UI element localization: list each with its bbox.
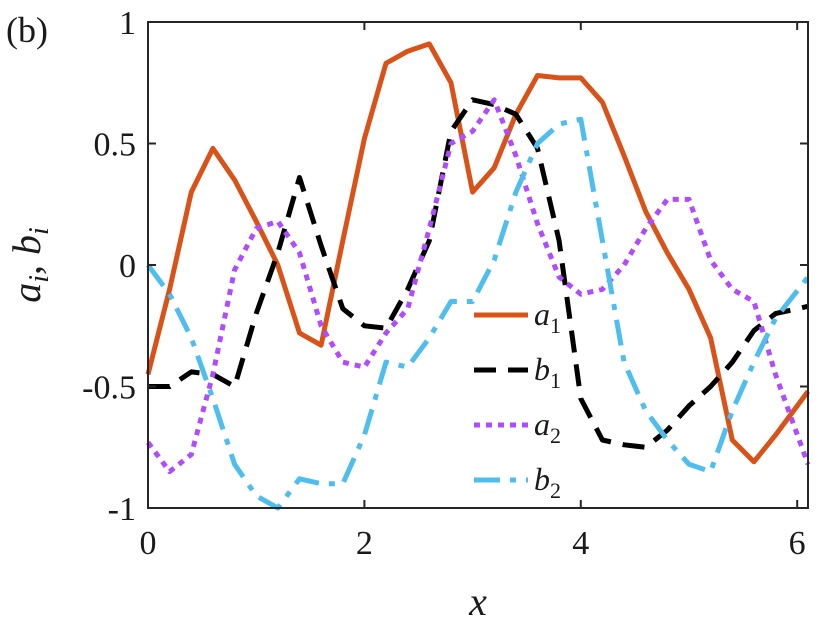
legend-label-b1: b1: [534, 351, 561, 393]
series-layer: [145, 41, 811, 511]
series-line-b2: [145, 116, 810, 511]
x-axis-label: x: [468, 579, 487, 622]
legend-label-a1: a1: [534, 296, 561, 338]
series-line-a1: [145, 41, 811, 465]
series-line-a2: [145, 97, 811, 475]
x-tick-label: 0: [140, 525, 157, 562]
legend-label-b2: b2: [534, 461, 561, 503]
plot-frame: [147, 21, 809, 509]
y-tick-label: 1: [119, 5, 136, 42]
y-tick-label: -0.5: [82, 370, 136, 407]
legend: a1 b1 a2 b2: [474, 296, 561, 503]
y-axis-label: ai, bi: [4, 227, 55, 303]
y-tick-label: -1: [108, 491, 136, 528]
x-tick-label: 6: [789, 525, 806, 562]
ticks-layer: 0 2 4 6 1 0.5 0 -0.5 -1: [82, 5, 808, 562]
x-tick-label: 2: [356, 525, 373, 562]
x-tick-label: 4: [572, 525, 589, 562]
panel-label: (b): [6, 10, 48, 50]
axes-layer: [147, 21, 809, 509]
y-tick-label: 0.5: [94, 127, 137, 164]
legend-label-a2: a2: [534, 406, 561, 448]
series-line-b1: [148, 97, 809, 450]
y-tick-label: 0: [119, 248, 136, 285]
